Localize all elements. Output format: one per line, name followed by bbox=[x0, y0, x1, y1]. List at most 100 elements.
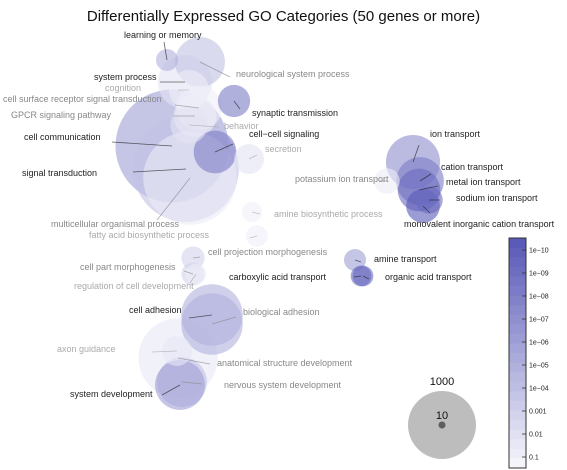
size-legend: 1000 10 bbox=[408, 376, 476, 459]
labels-layer: learning or memory neurological system pr… bbox=[3, 30, 555, 399]
leader-line-neurological-system-process bbox=[199, 61, 231, 78]
leader-line-biological-adhesion bbox=[211, 316, 237, 325]
colorbar-segment bbox=[509, 372, 526, 383]
colorbar-segment bbox=[509, 362, 526, 373]
leader-line-cell-part-morphogenesis bbox=[183, 270, 194, 275]
bubble-label-monovalent-inorganic-cation-transport: monovalent inorganic cation transport bbox=[404, 219, 555, 229]
leader-line-cell-communication bbox=[111, 141, 173, 147]
bubble-label-synaptic-transmission: synaptic transmission bbox=[252, 108, 338, 118]
colorbar-tick-label: 1e−08 bbox=[529, 294, 549, 301]
colorbar-segment bbox=[509, 314, 526, 325]
leader-line-organic-acid-transport bbox=[362, 275, 370, 280]
leader-line-cell-adhesion bbox=[188, 314, 213, 319]
leader-line-amine-transport bbox=[354, 259, 362, 263]
leader-line-secretion bbox=[248, 154, 258, 160]
bubble-label-cell-part-morphogenesis: cell part morphogenesis bbox=[80, 262, 176, 272]
bubble-label-sodium-ion-transport: sodium ion transport bbox=[456, 193, 538, 203]
leader-line-fatty-acid-biosynthetic-process bbox=[249, 235, 258, 239]
colorbar-segment bbox=[509, 257, 526, 268]
leader-line-nervous-system-development bbox=[181, 381, 203, 385]
leader-line-cell-projection-morphogenesis bbox=[192, 256, 201, 259]
colorbar-segment bbox=[509, 439, 526, 450]
colorbar-tick-label: 0.01 bbox=[529, 432, 543, 439]
bubble-label-cell-cell-signaling: cell−cell signaling bbox=[249, 129, 319, 139]
leader-line-learning-or-memory bbox=[163, 41, 168, 61]
leader-line-monovalent-inorganic-cation-transport bbox=[422, 205, 431, 214]
bubble-label-multicellular-organismal-process: multicellular organismal process bbox=[51, 219, 180, 229]
size-legend-small-circle bbox=[438, 421, 446, 429]
bubble-label-cell-projection-morphogenesis: cell projection morphogenesis bbox=[208, 247, 328, 257]
leader-line-multicellular-organismal-process bbox=[156, 177, 191, 221]
leader-line-synaptic-transmission bbox=[233, 100, 241, 110]
leader-line-system-development bbox=[161, 384, 181, 396]
leader-line-signal-transduction bbox=[132, 168, 187, 173]
leader-line-axon-guidance bbox=[151, 350, 178, 353]
colorbar-tick-label: 1e−09 bbox=[529, 271, 549, 278]
colorbar-tick-label: 1e−10 bbox=[529, 248, 549, 255]
colorbar-segment bbox=[509, 343, 526, 354]
bubble-label-signal-transduction: signal transduction bbox=[22, 168, 97, 178]
size-legend-small-label: 10 bbox=[436, 410, 448, 422]
bubble-label-regulation-of-cell-development: regulation of cell development bbox=[74, 281, 194, 291]
colorbar-segment bbox=[509, 324, 526, 335]
leader-line-cation-transport bbox=[419, 173, 432, 182]
bubble-label-potassium-ion-transport: potassium ion transport bbox=[295, 174, 389, 184]
bubble-label-cell-communication: cell communication bbox=[24, 132, 101, 142]
colorbar-tick-label: 1e−04 bbox=[529, 386, 549, 393]
leader-line-metal-ion-transport bbox=[418, 185, 439, 191]
bubble-label-metal-ion-transport: metal ion transport bbox=[446, 177, 521, 187]
bubble-label-anatomical-structure-development: anatomical structure development bbox=[217, 358, 353, 368]
leader-line-regulation-of-cell-development bbox=[189, 273, 197, 284]
colorbar-tick-label: 1e−05 bbox=[529, 363, 549, 370]
colorbar-segment bbox=[509, 448, 526, 460]
colorbar-tick-label: 1e−07 bbox=[529, 317, 549, 324]
colorbar-segment bbox=[509, 247, 526, 258]
colorbar-segment bbox=[509, 381, 526, 392]
colorbar-segment bbox=[509, 295, 526, 306]
leader-line-ion-transport bbox=[412, 144, 420, 163]
bubble-label-system-development: system development bbox=[70, 389, 153, 399]
colorbar-segment bbox=[509, 333, 526, 345]
bubble-label-carboxylic-acid-transport: carboxylic acid transport bbox=[229, 272, 327, 282]
bubble-label-cation-transport: cation transport bbox=[441, 162, 504, 172]
bubble-label-nervous-system-development: nervous system development bbox=[224, 380, 342, 390]
leader-line-anatomical-structure-development bbox=[177, 357, 211, 365]
bubble-label-cell-adhesion: cell adhesion bbox=[129, 305, 182, 315]
colorbar-segment bbox=[509, 238, 526, 249]
bubble-label-biological-adhesion: biological adhesion bbox=[243, 307, 320, 317]
bubble-label-learning-or-memory: learning or memory bbox=[124, 30, 202, 40]
bubble-label-ion-transport: ion transport bbox=[430, 129, 481, 139]
pvalue-colorbar: 1e−10 1e−09 1e−08 1e−07 1e−06 1e−05 1e−04 0.001… bbox=[508, 237, 549, 469]
colorbar-segment bbox=[509, 285, 526, 297]
colorbar-segment bbox=[509, 353, 526, 364]
leader-line-cell-surface-receptor-signal-transduction bbox=[174, 104, 200, 109]
bubble-label-system-process: system process bbox=[94, 72, 157, 82]
colorbar-segment bbox=[509, 420, 526, 431]
bubble-label-cognition: cognition bbox=[105, 83, 141, 93]
bubble-label-axon-guidance: axon guidance bbox=[57, 344, 116, 354]
size-legend-large-label: 1000 bbox=[430, 376, 454, 388]
chart-title: Differentially Expressed GO Categories (… bbox=[87, 8, 480, 25]
colorbar-segment bbox=[509, 391, 526, 402]
bubble-behavior bbox=[170, 106, 208, 144]
colorbar-segment bbox=[509, 400, 526, 412]
colorbar-segment bbox=[509, 305, 526, 316]
bubble-label-amine-biosynthetic-process: amine biosynthetic process bbox=[274, 209, 383, 219]
bubble-label-behavior: behavior bbox=[224, 121, 259, 131]
bubble-label-secretion: secretion bbox=[265, 144, 302, 154]
bubble-label-neurological-system-process: neurological system process bbox=[236, 69, 350, 79]
bubble-label-gpcr-signaling-pathway: GPCR signaling pathway bbox=[11, 110, 112, 120]
bubble-label-fatty-acid-biosynthetic-process: fatty acid biosynthetic process bbox=[89, 230, 210, 240]
leader-line-carboxylic-acid-transport bbox=[353, 275, 362, 278]
leader-line-cell-cell-signaling bbox=[214, 143, 234, 153]
colorbar-segment bbox=[509, 429, 526, 440]
leader-line-behavior bbox=[188, 124, 220, 128]
colorbar-tick-label: 0.001 bbox=[529, 409, 547, 416]
colorbar-segment bbox=[509, 410, 526, 421]
colorbar-tick-label: 1e−06 bbox=[529, 340, 549, 347]
bubble-label-cell-surface-receptor-signal-transduction: cell surface receptor signal transductio… bbox=[3, 94, 162, 104]
colorbar-tick-label: 0.1 bbox=[529, 455, 539, 462]
colorbar-segment bbox=[509, 458, 526, 469]
colorbar-segment bbox=[509, 276, 526, 287]
